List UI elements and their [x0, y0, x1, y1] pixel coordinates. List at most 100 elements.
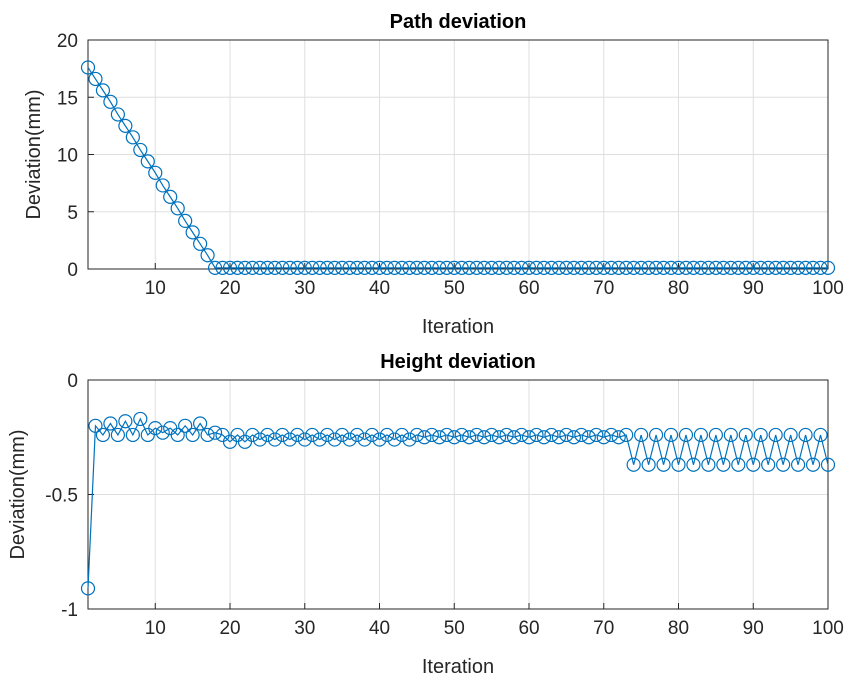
- path-data-point: [409, 260, 424, 275]
- path-data-point: [529, 260, 544, 275]
- path-data-point: [447, 260, 462, 275]
- height-data-point: [731, 457, 746, 472]
- path-data-point: [462, 260, 477, 275]
- height-data-point: [402, 432, 417, 447]
- path-data-point: [566, 260, 581, 275]
- path-data-point: [327, 260, 342, 275]
- path-data-point: [170, 201, 185, 216]
- path-data-point: [671, 260, 686, 275]
- height-data-point: [432, 430, 447, 445]
- x-tick-label: 20: [219, 618, 240, 639]
- height-chart-title: Height deviation: [380, 351, 536, 373]
- height-data-point: [118, 414, 133, 429]
- x-tick-label: 60: [518, 618, 539, 639]
- height-data-point: [207, 425, 223, 440]
- path-data-point: [140, 154, 155, 169]
- path-data-point: [245, 260, 260, 275]
- path-data-point: [118, 118, 133, 133]
- y-tick-label: -0.5: [45, 486, 78, 507]
- path-data-point: [791, 260, 806, 275]
- path-data-point: [267, 260, 282, 275]
- height-data-point: [536, 430, 552, 445]
- height-data-point: [290, 427, 305, 443]
- height-data-point: [305, 427, 320, 443]
- height-data-point: [469, 427, 484, 443]
- height-data-point: [529, 427, 544, 443]
- path-data-point: [641, 260, 656, 275]
- height-data-point: [357, 432, 372, 447]
- height-data-point: [312, 432, 327, 447]
- x-tick-label: 40: [369, 618, 390, 639]
- path-data-point: [574, 260, 589, 275]
- height-data-point: [275, 427, 290, 443]
- path-data-point: [551, 260, 567, 275]
- path-data-point: [604, 260, 619, 275]
- path-data-point: [805, 260, 821, 275]
- height-data-point: [170, 427, 185, 443]
- height-data-point: [439, 427, 454, 443]
- height-data-point: [544, 427, 559, 443]
- y-tick-label: 10: [57, 146, 78, 167]
- path-data-point: [716, 260, 731, 275]
- height-data-point: [349, 427, 365, 443]
- height-data-point: [260, 427, 275, 443]
- path-data-point: [155, 178, 170, 193]
- height-data-point: [798, 427, 813, 443]
- height-data-point: [110, 427, 125, 443]
- height-data-point: [185, 427, 200, 443]
- height-x-axis-label: Iteration: [422, 656, 494, 678]
- height-data-point: [746, 457, 761, 472]
- height-data-point: [693, 427, 709, 443]
- x-tick-label: 40: [369, 278, 390, 299]
- height-data-point: [484, 427, 499, 443]
- height-data-point: [133, 411, 148, 427]
- height-data-point: [447, 430, 462, 445]
- path-data-point: [656, 260, 671, 275]
- path-data-point: [252, 260, 268, 275]
- path-data-point: [731, 260, 746, 275]
- path-data-point: [536, 260, 552, 275]
- height-data-point: [611, 430, 626, 445]
- height-data-point: [267, 432, 282, 447]
- path-data-point: [813, 260, 828, 275]
- x-tick-label: 80: [668, 618, 689, 639]
- x-tick-label: 30: [294, 278, 315, 299]
- path-data-point: [611, 260, 626, 275]
- height-data-point: [753, 427, 768, 443]
- path-data-point: [80, 60, 96, 75]
- height-data-point: [701, 457, 716, 472]
- height-data-point: [88, 418, 103, 433]
- path-data-point: [372, 260, 387, 275]
- path-data-point: [559, 260, 574, 275]
- height-data-point: [178, 418, 193, 433]
- height-data-point: [559, 427, 574, 443]
- path-data-point: [312, 260, 327, 275]
- height-data-point: [245, 427, 260, 443]
- height-data-point: [342, 432, 357, 447]
- path-data-point: [185, 225, 200, 240]
- path-data-point: [499, 260, 514, 275]
- path-data-point: [110, 107, 125, 122]
- path-data-point: [103, 94, 118, 109]
- height-data-point: [648, 427, 664, 443]
- path-data-point: [783, 260, 798, 275]
- height-data-point: [148, 420, 163, 436]
- path-data-point: [619, 260, 634, 275]
- height-data-point: [671, 457, 686, 472]
- height-data-point: [738, 427, 753, 443]
- path-data-point: [432, 260, 447, 275]
- height-data-point: [656, 457, 671, 472]
- height-deviation-panel: 10 20 30 40 50 60 70 80 90 100 -1 -0.5 0 Height devia…: [7, 351, 844, 678]
- height-data-point: [686, 457, 701, 472]
- path-data-point: [133, 142, 148, 158]
- height-data-point: [761, 457, 776, 472]
- height-data-point: [335, 427, 350, 443]
- path-data-point: [596, 260, 611, 275]
- height-data-point: [619, 427, 634, 443]
- path-data-point: [282, 260, 297, 275]
- height-data-point: [372, 432, 387, 447]
- path-data-point: [297, 260, 312, 275]
- path-data-point: [88, 71, 103, 87]
- x-tick-label: 100: [812, 618, 844, 639]
- path-data-point: [439, 260, 454, 275]
